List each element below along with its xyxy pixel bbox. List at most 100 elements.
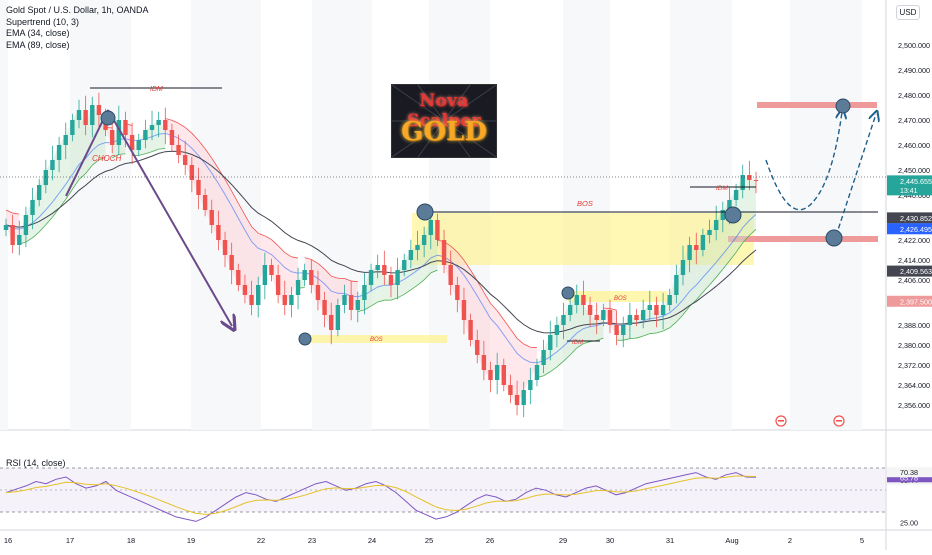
candle-body	[143, 130, 147, 140]
legend-ema34[interactable]: EMA (34, close)	[6, 28, 149, 40]
candle-body	[362, 285, 366, 300]
session-band	[790, 0, 862, 430]
candle-body	[349, 295, 353, 310]
candle-body	[283, 295, 287, 305]
candle-body	[508, 385, 512, 395]
candle-body	[402, 260, 406, 270]
candle-body	[581, 295, 585, 305]
candle-body	[216, 225, 220, 240]
candle-body	[4, 225, 8, 230]
calendar-event-icon[interactable]	[834, 416, 844, 426]
idm-mid-label: IDM	[572, 340, 583, 346]
support-zone	[728, 236, 878, 242]
marker-circle-low	[299, 333, 311, 345]
bos-low-label: BOS	[370, 337, 383, 343]
candle-body	[429, 220, 433, 235]
legend-symbol[interactable]: Gold Spot / U.S. Dollar, 1h, OANDA	[6, 5, 149, 17]
time-tick-label: 23	[308, 536, 316, 545]
candle-body	[329, 315, 333, 330]
candle-body	[156, 120, 160, 125]
time-tick-label: 5	[860, 536, 864, 545]
candle-body	[183, 155, 187, 165]
candle-body	[137, 140, 141, 150]
bos-main-label: BOS	[577, 199, 593, 208]
legend-supertrend[interactable]: Supertrend (10, 3)	[6, 17, 149, 29]
calendar-event-icon[interactable]	[776, 416, 786, 426]
time-tick-label: Aug	[725, 536, 738, 545]
candle-body	[648, 305, 652, 310]
candle-body	[316, 285, 320, 300]
candle-body	[435, 220, 439, 240]
session-band	[312, 0, 372, 430]
candle-body	[568, 305, 572, 315]
candle-body	[289, 295, 293, 305]
rsi-tick-label: 70.38	[900, 468, 918, 477]
price-tick-label: 2,470.000	[898, 116, 930, 125]
candle-body	[661, 305, 665, 315]
candle-body	[196, 180, 200, 195]
price-tick-label: 2,388.000	[898, 321, 930, 330]
candle-body	[588, 305, 592, 315]
price-tick-label: 2,460.000	[898, 141, 930, 150]
price-tick-label: 2,356.000	[898, 401, 930, 410]
price-tick-label: 2,364.000	[898, 381, 930, 390]
candle-body	[654, 305, 658, 315]
time-tick-label: 25	[425, 536, 433, 545]
candle-body	[10, 225, 14, 245]
candle-body	[336, 305, 340, 330]
candle-body	[541, 350, 545, 365]
candle-body	[236, 270, 240, 285]
candle-body	[90, 105, 94, 125]
candle-body	[495, 365, 499, 380]
bos-small-label: BOS	[614, 296, 627, 302]
candle-body	[263, 265, 267, 285]
candle-body	[502, 365, 506, 385]
marker-circle-break	[725, 207, 741, 223]
candle-body	[754, 180, 758, 181]
marker-circle-target	[836, 99, 850, 113]
time-tick-label: 2	[788, 536, 792, 545]
candle-body	[608, 310, 612, 325]
price-tick-label: 2,414.000	[898, 256, 930, 265]
candle-body	[322, 300, 326, 315]
candle-body	[37, 185, 41, 200]
brand-logo: Nova Scalper GOLD	[391, 84, 497, 158]
price-tick-label: 2,372.000	[898, 361, 930, 370]
candle-body	[223, 240, 227, 255]
choch-label: CHOCH	[92, 154, 122, 163]
candle-body	[488, 370, 492, 380]
candle-body	[674, 275, 678, 295]
marker-circle-high	[101, 111, 115, 125]
candle-body	[150, 125, 154, 130]
time-tick-label: 31	[666, 536, 674, 545]
price-tick-label: 2,450.000	[898, 166, 930, 175]
price-label-text: 2,430.852	[900, 214, 932, 223]
supertrend-line	[650, 333, 657, 334]
candle-body	[515, 395, 519, 405]
time-tick-label: 17	[66, 536, 74, 545]
candle-body	[70, 120, 74, 135]
rsi-tick-label: 25.00	[900, 518, 918, 527]
candle-body	[369, 270, 373, 285]
candle-body	[701, 235, 705, 250]
candle-body	[595, 315, 599, 320]
candle-body	[528, 380, 532, 390]
time-tick-label: 19	[187, 536, 195, 545]
candle-body	[249, 295, 253, 305]
candle-body	[203, 195, 207, 210]
candle-body	[375, 265, 379, 270]
candle-body	[229, 255, 233, 270]
time-tick-label: 26	[486, 536, 494, 545]
candle-body	[382, 265, 386, 275]
candle-body	[44, 170, 48, 185]
currency-button[interactable]: USD	[896, 5, 920, 20]
candle-body	[309, 270, 313, 285]
legend-ema89[interactable]: EMA (89, close)	[6, 40, 149, 52]
time-tick-label: 30	[606, 536, 614, 545]
rsi-legend[interactable]: RSI (14, close)	[6, 458, 66, 468]
candle-body	[163, 120, 167, 130]
